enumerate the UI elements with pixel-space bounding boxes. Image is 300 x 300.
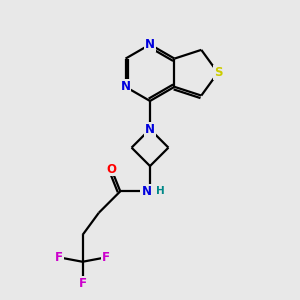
- Text: F: F: [55, 251, 63, 264]
- Text: N: N: [145, 123, 155, 136]
- Text: N: N: [145, 38, 155, 51]
- Text: F: F: [79, 277, 86, 290]
- Text: F: F: [102, 251, 110, 264]
- Text: H: H: [156, 186, 165, 196]
- Text: S: S: [214, 66, 222, 79]
- Text: O: O: [106, 163, 116, 176]
- Text: N: N: [141, 185, 152, 198]
- Text: N: N: [121, 80, 130, 93]
